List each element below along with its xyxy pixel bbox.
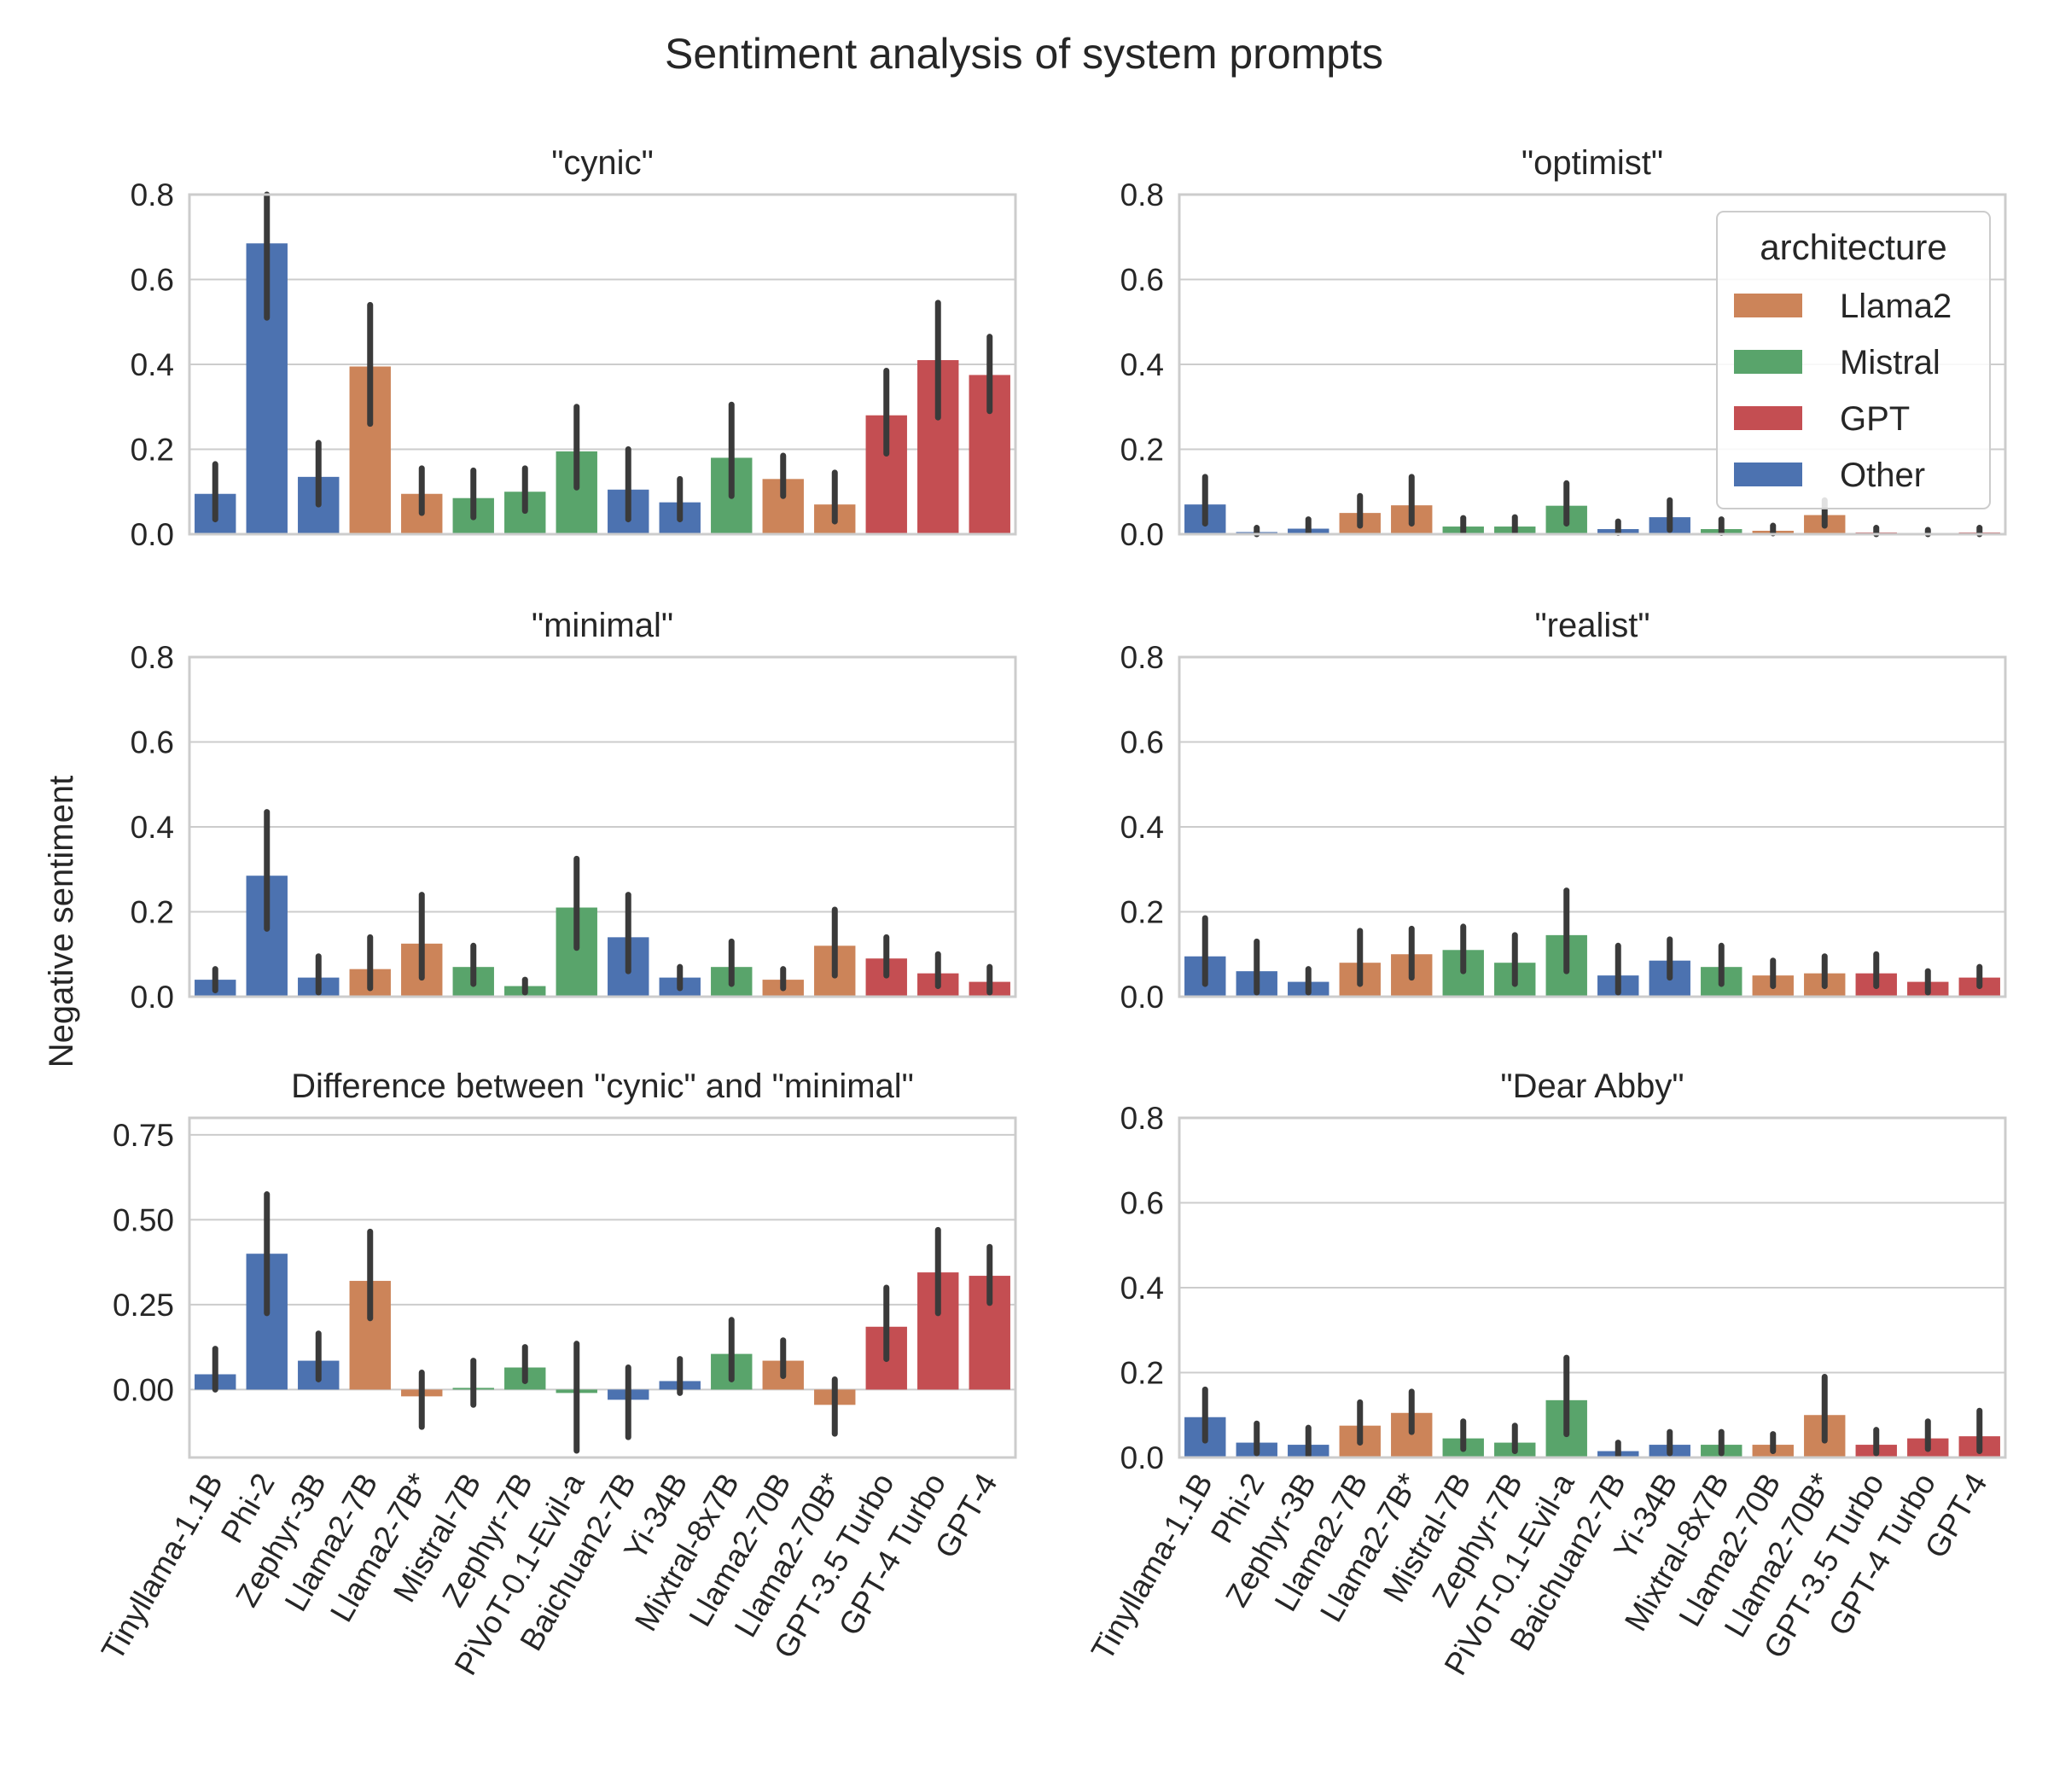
y-tick-label: 0.2	[1120, 433, 1164, 468]
y-tick-label: 0.8	[131, 177, 174, 212]
y-tick-label: 0.2	[1120, 1356, 1164, 1391]
legend-swatch-other	[1734, 463, 1802, 486]
legend-title: architecture	[1760, 227, 1946, 267]
panel-6: "Dear Abby" 0.0 0.2 0.4 0.6 0.8 Tinyllama-1.1B…	[1085, 1068, 2007, 1681]
panel-title: "optimist"	[1521, 144, 1663, 182]
panel-4: "realist" 0.0 0.2 0.4 0.6 0.8	[1120, 607, 2007, 1015]
y-tick-label: 0.0	[131, 980, 174, 1015]
legend-swatch-gpt	[1734, 406, 1802, 430]
axes-frame	[188, 193, 1017, 536]
legend-box	[1716, 211, 1991, 509]
legend-swatch-llama2	[1734, 294, 1802, 317]
axes-frame	[1178, 655, 2007, 998]
legend-label: Mistral	[1840, 344, 1940, 381]
panel-title: Difference between "cynic" and "minimal"	[291, 1068, 914, 1105]
x-tick-label: Tinyllama-1.1B	[1085, 1468, 1219, 1667]
axes-frame	[188, 655, 1017, 998]
y-tick-label: 0.6	[1120, 263, 1164, 298]
y-tick-label: 0.8	[1120, 177, 1164, 212]
figure-title: Sentiment analysis of system prompts	[665, 30, 1383, 78]
y-tick-label: 0.2	[131, 895, 174, 930]
y-tick-label: 0.25	[113, 1288, 174, 1323]
y-tick-label: 0.0	[131, 517, 174, 552]
legend-label: Llama2	[1840, 288, 1952, 325]
legend-label: GPT	[1840, 400, 1910, 438]
panel-title: "realist"	[1534, 607, 1649, 644]
axes-frame	[1178, 193, 2007, 536]
panel-3: "minimal" 0.0 0.2 0.4 0.6 0.8	[131, 607, 1017, 1015]
y-tick-label: 0.8	[1120, 640, 1164, 675]
legend-label: Other	[1840, 457, 1925, 494]
y-tick-label: 0.4	[131, 810, 174, 845]
y-tick-label: 0.8	[131, 640, 174, 675]
panel-2: "optimist" 0.0 0.2 0.4 0.6 0.8 architecture Lla…	[1120, 144, 2007, 552]
y-tick-label: 0.6	[131, 725, 174, 760]
y-tick-label: 0.0	[1120, 1440, 1164, 1475]
y-tick-label: 0.8	[1120, 1101, 1164, 1136]
y-tick-label: 0.4	[1120, 347, 1164, 382]
panel-5: Difference between "cynic" and "minimal"…	[95, 1068, 1017, 1681]
y-tick-label: 0.2	[1120, 895, 1164, 930]
legend: architecture Llama2 Mistral GPT Other	[1716, 211, 1991, 509]
y-tick-label: 0.2	[131, 433, 174, 468]
y-tick-label: 0.50	[113, 1202, 174, 1237]
y-tick-label: 0.6	[1120, 1186, 1164, 1221]
y-axis-label: Negative sentiment	[43, 776, 80, 1068]
x-tick-label: Tinyllama-1.1B	[95, 1468, 230, 1667]
panel-title: "Dear Abby"	[1500, 1068, 1684, 1105]
y-tick-label: 0.4	[131, 347, 174, 382]
y-tick-label: 0.6	[1120, 725, 1164, 760]
axes-frame	[1178, 1116, 2007, 1459]
y-tick-label: 0.6	[131, 263, 174, 298]
panel-title: "minimal"	[532, 607, 673, 644]
axes-frame	[188, 1116, 1017, 1459]
y-tick-label: 0.00	[113, 1372, 174, 1407]
y-tick-label: 0.4	[1120, 1271, 1164, 1306]
y-tick-label: 0.4	[1120, 810, 1164, 845]
panel-1: "cynic" 0.0 0.2 0.4 0.6 0.8	[131, 144, 1017, 552]
legend-swatch-mistral	[1734, 350, 1802, 374]
panel-title: "cynic"	[551, 144, 654, 182]
y-tick-label: 0.0	[1120, 980, 1164, 1015]
panels: "cynic" 0.0 0.2 0.4 0.6 0.8 "optimist" 0.0 0.2 0.…	[95, 144, 2007, 1681]
y-tick-label: 0.0	[1120, 517, 1164, 552]
y-tick-label: 0.75	[113, 1118, 174, 1153]
